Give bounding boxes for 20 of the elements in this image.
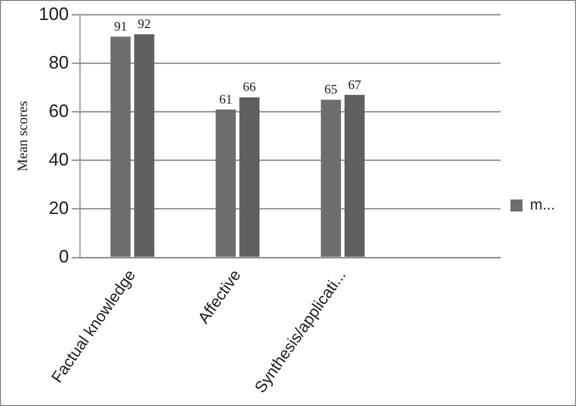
- data-label: 91: [114, 18, 128, 34]
- y-tick-label: 0: [58, 246, 69, 266]
- data-label: 67: [348, 76, 362, 92]
- y-tick-label: 60: [48, 100, 69, 121]
- y-tick-label: 100: [38, 4, 69, 24]
- data-label: 66: [242, 79, 256, 94]
- data-label: 61: [219, 91, 232, 106]
- data-label: 65: [324, 82, 338, 97]
- legend-label: m...: [530, 196, 555, 214]
- y-tick-label: 20: [48, 198, 69, 218]
- bar: [216, 109, 236, 257]
- y-tick-label: 80: [48, 52, 69, 72]
- bar: [239, 97, 260, 257]
- data-label: 92: [138, 16, 151, 32]
- bar: [134, 34, 154, 257]
- y-tick-label: 40: [48, 149, 69, 170]
- bar: [110, 36, 131, 257]
- bar: [344, 94, 365, 257]
- bar: [320, 100, 341, 257]
- y-axis-title: Mean scores: [16, 100, 32, 172]
